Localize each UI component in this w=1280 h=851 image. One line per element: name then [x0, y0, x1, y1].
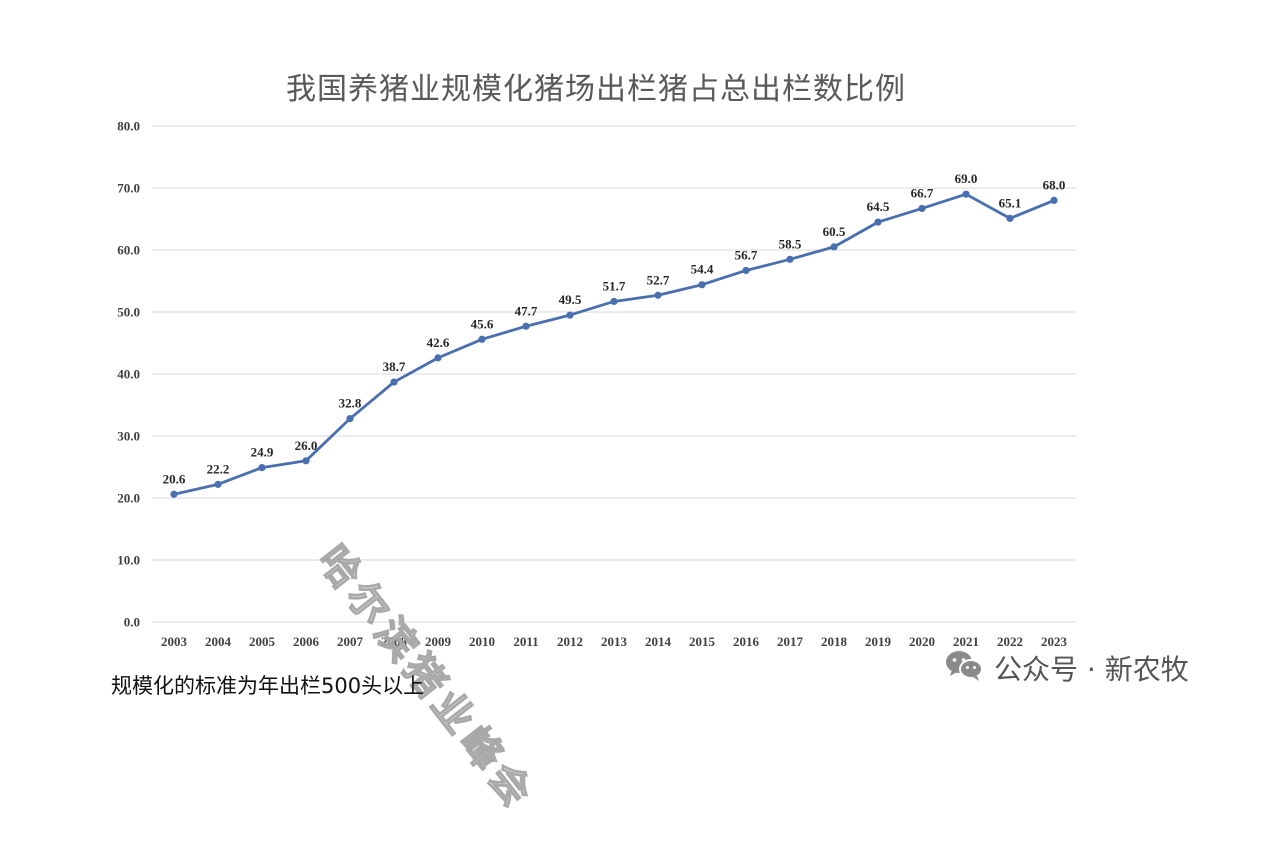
data-point: [390, 378, 398, 386]
footnote: 规模化的标准为年出栏500头以上: [111, 674, 425, 698]
x-tick-label: 2021: [953, 634, 979, 649]
data-label: 32.8: [339, 396, 362, 411]
data-point: [522, 322, 530, 330]
data-label: 52.7: [647, 272, 670, 287]
x-tick-label: 2012: [557, 634, 583, 649]
data-point: [1050, 196, 1058, 204]
x-tick-label: 2022: [997, 634, 1023, 649]
data-label: 47.7: [515, 303, 538, 318]
data-point: [302, 457, 310, 465]
data-label: 68.0: [1043, 177, 1066, 192]
y-tick-label: 10.0: [117, 553, 140, 568]
x-tick-label: 2007: [337, 634, 364, 649]
data-label: 58.5: [779, 236, 802, 251]
y-tick-label: 0.0: [124, 615, 140, 630]
x-tick-label: 2023: [1041, 634, 1068, 649]
data-point: [654, 291, 662, 299]
chart-title: 我国养猪业规模化猪场出栏猪占总出栏数比例: [286, 72, 906, 107]
x-tick-label: 2011: [513, 634, 538, 649]
data-point: [566, 311, 574, 319]
data-label: 64.5: [867, 199, 890, 214]
data-label: 42.6: [427, 335, 450, 350]
x-tick-label: 2004: [205, 634, 232, 649]
data-label: 51.7: [603, 278, 626, 293]
y-tick-label: 70.0: [117, 181, 140, 196]
x-tick-label: 2017: [777, 634, 804, 649]
data-point: [434, 354, 442, 362]
data-label: 45.6: [471, 316, 494, 331]
data-label: 60.5: [823, 224, 846, 239]
x-tick-label: 2019: [865, 634, 892, 649]
account-badge: 公众号 · 新农牧: [944, 646, 1189, 690]
y-tick-label: 20.0: [117, 491, 140, 506]
data-label: 26.0: [295, 438, 318, 453]
line-chart: 0.0 10.0 20.0 30.0 40.0 50.0 60.0 70.0 80.0 2003 2…: [117, 119, 1076, 649]
data-point: [170, 490, 178, 498]
data-point: [346, 415, 354, 423]
data-label: 49.5: [559, 292, 582, 307]
y-tick-label: 40.0: [117, 367, 140, 382]
y-tick-label: 80.0: [117, 119, 140, 134]
x-tick-label: 2008: [381, 634, 408, 649]
data-point: [258, 464, 266, 472]
y-tick-label: 60.0: [117, 243, 140, 258]
data-point: [874, 218, 882, 226]
x-tick-label: 2014: [645, 634, 672, 649]
data-label: 22.2: [207, 461, 230, 476]
x-tick-label: 2018: [821, 634, 848, 649]
y-tick-label: 30.0: [117, 429, 140, 444]
data-label: 24.9: [251, 445, 274, 460]
x-tick-label: 2010: [469, 634, 495, 649]
data-label: 54.4: [691, 262, 714, 277]
data-label: 65.1: [999, 195, 1022, 210]
data-label: 20.6: [163, 471, 186, 486]
x-tick-label: 2003: [161, 634, 188, 649]
data-point: [214, 480, 222, 488]
x-tick-label: 2013: [601, 634, 628, 649]
x-tick-label: 2006: [293, 634, 320, 649]
data-label: 66.7: [911, 185, 934, 200]
data-point: [478, 335, 486, 343]
data-point: [786, 255, 794, 263]
x-tick-label: 2016: [733, 634, 760, 649]
data-point: [918, 204, 926, 213]
data-point: [1006, 214, 1014, 222]
x-tick-label: 2009: [425, 634, 452, 649]
data-label: 38.7: [383, 359, 406, 374]
data-point: [830, 243, 838, 251]
x-tick-label: 2015: [689, 634, 716, 649]
wechat-icon: [944, 648, 984, 689]
account-name: 公众号 · 新农牧: [994, 653, 1189, 686]
y-tick-label: 50.0: [117, 305, 140, 320]
x-tick-label: 2005: [249, 634, 276, 649]
x-tick-label: 2020: [909, 634, 935, 649]
data-label: 56.7: [735, 247, 758, 262]
data-point: [742, 266, 750, 275]
data-point: [962, 190, 970, 198]
data-point: [610, 297, 618, 306]
data-point: [698, 281, 706, 289]
data-label: 69.0: [955, 171, 978, 186]
